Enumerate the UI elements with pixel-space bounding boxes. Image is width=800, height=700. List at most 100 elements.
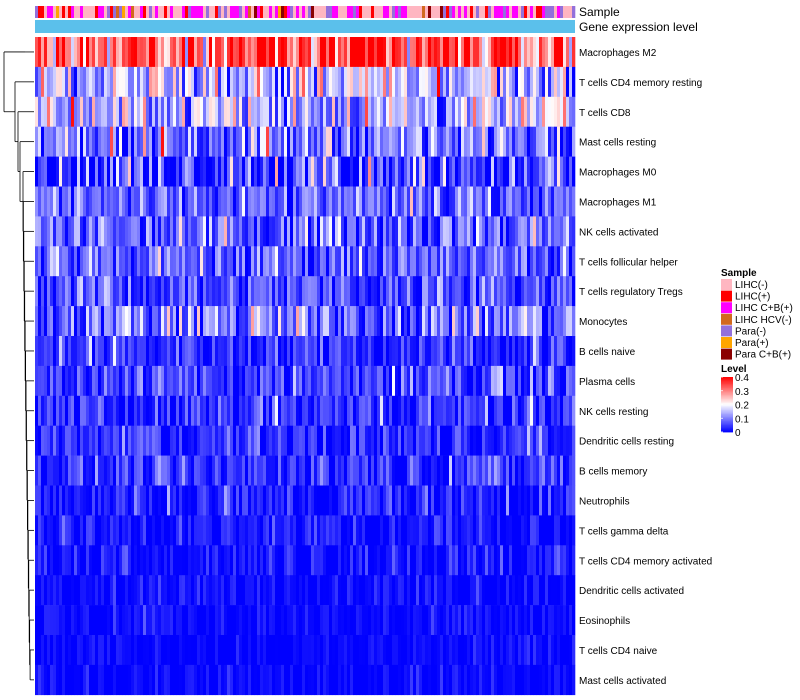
heatmap-cell [362, 635, 366, 666]
heatmap-cell [506, 485, 510, 516]
heatmap-cell [494, 455, 498, 486]
heatmap-cell [440, 276, 444, 307]
heatmap-cell [281, 126, 285, 157]
heatmap-cell [203, 575, 207, 606]
heatmap-cell [134, 605, 138, 636]
heatmap-cell [164, 395, 168, 426]
heatmap-cell [503, 126, 507, 157]
heatmap-cell [104, 37, 108, 68]
heatmap-cell [365, 66, 369, 98]
sample-annotation-cell [65, 6, 69, 18]
heatmap-cell [236, 515, 240, 546]
sample-annotation-cell [470, 6, 474, 18]
heatmap-cell [305, 365, 309, 397]
heatmap-cell [353, 306, 357, 337]
heatmap-cell [491, 156, 495, 187]
heatmap-cell [125, 186, 129, 217]
heatmap-cell [86, 246, 90, 277]
heatmap-cell [206, 66, 210, 98]
heatmap-cell [371, 664, 375, 696]
heatmap-cell [227, 545, 231, 576]
heatmap-cell [47, 216, 51, 247]
heatmap-cell [167, 126, 171, 157]
heatmap-cell [350, 126, 354, 157]
heatmap-cell [467, 575, 471, 606]
heatmap-cell [167, 664, 171, 696]
heatmap-cell [167, 66, 171, 98]
heatmap-cell [89, 276, 93, 307]
heatmap-cell [242, 336, 246, 367]
heatmap-cell [44, 216, 48, 247]
heatmap-cell [392, 126, 396, 157]
heatmap-cell [248, 336, 252, 367]
heatmap-cell [59, 365, 63, 397]
heatmap-cell [143, 365, 147, 397]
heatmap-cell [248, 126, 252, 157]
heatmap-cell [125, 126, 129, 157]
heatmap-cell [86, 216, 90, 247]
heatmap-cell [473, 66, 477, 98]
heatmap-cell [359, 605, 363, 636]
heatmap-row [35, 186, 576, 217]
heatmap-cell [110, 545, 114, 576]
heatmap-cell [341, 156, 345, 187]
heatmap-cell [134, 246, 138, 277]
heatmap-cell [572, 306, 576, 337]
sample-annotation-cell [452, 6, 456, 18]
heatmap-cell [503, 485, 507, 516]
heatmap-cell [209, 66, 213, 98]
heatmap-cell [140, 186, 144, 217]
heatmap-cell [305, 216, 309, 247]
heatmap-cell [74, 545, 78, 576]
heatmap-cell [356, 37, 360, 68]
heatmap-cell [347, 455, 351, 486]
heatmap-cell [383, 66, 387, 98]
heatmap-cell [392, 186, 396, 217]
heatmap-cell [569, 605, 573, 636]
heatmap-cell [89, 365, 93, 397]
heatmap-cell [521, 485, 525, 516]
heatmap-cell [206, 186, 210, 217]
heatmap-cell [248, 635, 252, 666]
heatmap-cell [197, 455, 201, 486]
heatmap-cell [530, 66, 534, 98]
heatmap-cell [95, 635, 99, 666]
heatmap-cell [92, 605, 96, 636]
heatmap-cell [119, 575, 123, 606]
heatmap-cell [470, 306, 474, 337]
heatmap-cell [404, 425, 408, 456]
heatmap-cell [362, 186, 366, 217]
heatmap-cell [455, 156, 459, 187]
heatmap-cell [203, 635, 207, 666]
heatmap-cell [314, 276, 318, 307]
heatmap-cell [410, 37, 414, 68]
sample-annotation-cell [215, 6, 219, 18]
heatmap-cell [230, 635, 234, 666]
heatmap-cell [245, 455, 249, 486]
heatmap-cell [446, 575, 450, 606]
heatmap-cell [356, 156, 360, 187]
heatmap-cell [518, 365, 522, 397]
heatmap-cell [446, 96, 450, 127]
heatmap-cell [374, 395, 378, 426]
heatmap-cell [455, 96, 459, 127]
heatmap-cell [182, 455, 186, 486]
heatmap-cell [503, 96, 507, 127]
heatmap-cell [83, 545, 87, 576]
heatmap-cell [239, 306, 243, 337]
heatmap-cell [374, 455, 378, 486]
heatmap-cell [344, 306, 348, 337]
heatmap-cell [413, 276, 417, 307]
heatmap-cell [422, 664, 426, 696]
heatmap-cell [380, 156, 384, 187]
heatmap-cell [497, 126, 501, 157]
heatmap-cell [188, 455, 192, 486]
heatmap-cell [206, 395, 210, 426]
heatmap-cell [308, 66, 312, 98]
sample-annotation-cell [260, 6, 264, 18]
sample-annotation-cell [323, 6, 327, 18]
heatmap-cell [206, 605, 210, 636]
heatmap-cell [503, 635, 507, 666]
heatmap-cell [113, 216, 117, 247]
heatmap-cell [356, 66, 360, 98]
